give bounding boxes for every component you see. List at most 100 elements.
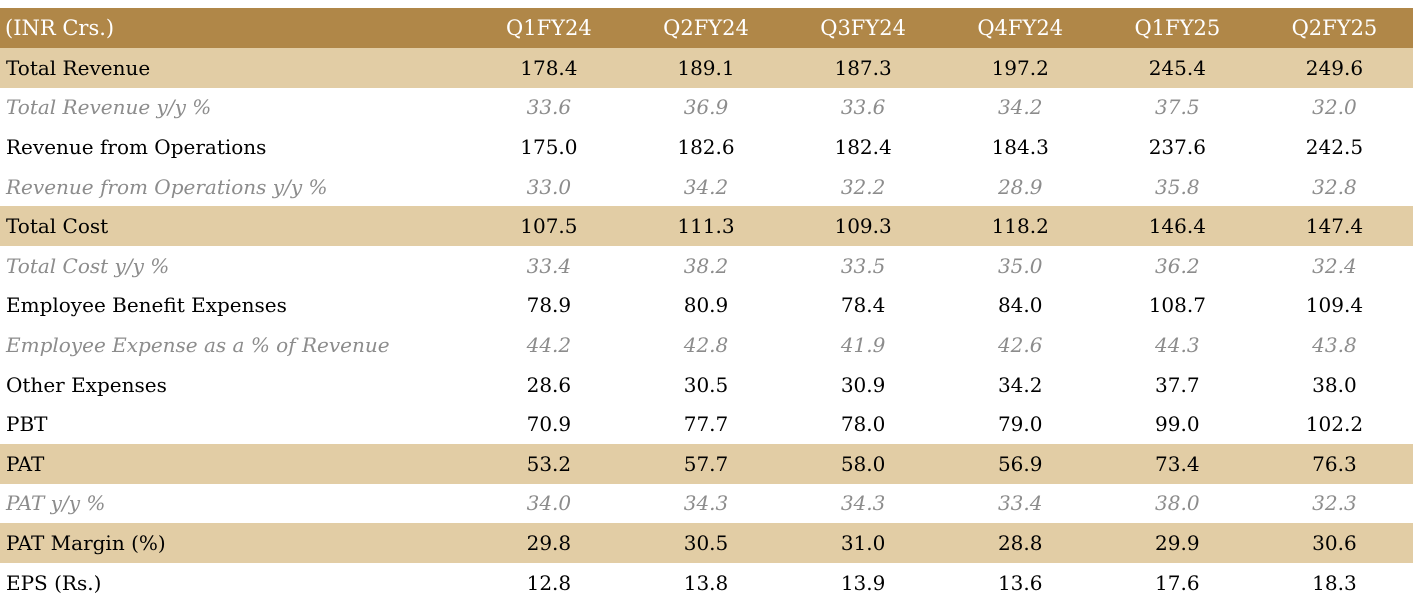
- row-value: 37.7: [1155, 372, 1200, 397]
- row-value: 109.3: [834, 214, 892, 239]
- table-row: PAT 53.2 57.7 58.0 56.9 73.4 76.3: [0, 443, 1413, 484]
- row-value: 53.2: [526, 451, 572, 476]
- row-value: 58.0: [840, 451, 886, 476]
- row-label: Total Revenue y/y %: [6, 95, 212, 120]
- row-value: 197.2: [991, 55, 1049, 80]
- table-row: Revenue from Operations y/y % 33.0 34.2 32.…: [0, 167, 1413, 207]
- row-label: Employee Benefit Expenses: [6, 293, 287, 318]
- row-value: 13.6: [997, 570, 1043, 595]
- row-value: 78.4: [840, 293, 886, 318]
- row-value: 32.2: [840, 174, 886, 199]
- row-value: 237.6: [1148, 134, 1206, 159]
- row-value: 187.3: [834, 55, 892, 80]
- row-label: PBT: [6, 412, 48, 437]
- row-value: 57.7: [683, 451, 729, 476]
- row-value: 99.0: [1155, 412, 1200, 437]
- row-value: 32.4: [1312, 253, 1357, 278]
- row-value: 38.0: [1155, 491, 1200, 516]
- row-value: 118.2: [991, 214, 1049, 239]
- table-row: Other Expenses 28.6 30.5 30.9 34.2 37.7 38.0: [0, 365, 1413, 405]
- row-label: PAT: [6, 451, 45, 476]
- row-value: 34.2: [997, 95, 1043, 120]
- header-column: Q2FY25: [1291, 16, 1378, 40]
- financial-summary-table-wrap: (INR Crs.) Q1FY24 Q2FY24 Q3FY24 Q4FY24 Q…: [0, 8, 1413, 602]
- row-value: 44.2: [526, 332, 572, 357]
- row-value: 38.0: [1312, 372, 1357, 397]
- row-value: 18.3: [1312, 570, 1357, 595]
- row-value: 84.0: [997, 293, 1043, 318]
- row-value: 32.8: [1312, 174, 1357, 199]
- row-value: 17.6: [1155, 570, 1200, 595]
- row-value: 28.6: [526, 372, 572, 397]
- row-value: 34.2: [997, 372, 1043, 397]
- table-row: PAT Margin (%) 29.8 30.5 31.0 28.8 29.9 30.6: [0, 523, 1413, 563]
- row-value: 43.8: [1312, 332, 1357, 357]
- row-value: 79.0: [997, 412, 1043, 437]
- row-value: 34.3: [840, 491, 886, 516]
- row-label: PAT Margin (%): [6, 530, 166, 555]
- table-row: Employee Benefit Expenses 78.9 80.9 78.4 84.…: [0, 286, 1413, 326]
- table-row: Total Cost 107.5 111.3 109.3 118.2 146.4 147.4: [0, 206, 1413, 246]
- table-row: Total Cost y/y % 33.4 38.2 33.5 35.0 36.2 32.4: [0, 246, 1413, 286]
- row-label: Total Revenue: [6, 55, 151, 80]
- row-value: 34.2: [683, 174, 729, 199]
- row-value: 33.5: [840, 253, 886, 278]
- row-value: 102.2: [1305, 412, 1364, 437]
- row-value: 109.4: [1305, 293, 1364, 318]
- row-label: Other Expenses: [6, 372, 167, 397]
- row-value: 33.6: [840, 95, 886, 120]
- row-value: 29.8: [526, 530, 572, 555]
- row-value: 70.9: [526, 412, 572, 437]
- row-value: 111.3: [677, 214, 735, 239]
- table-row: Employee Expense as a % of Revenue 44.2 42…: [0, 325, 1413, 365]
- row-value: 78.9: [526, 293, 572, 318]
- row-label: Revenue from Operations y/y %: [6, 174, 328, 199]
- financial-summary-table: (INR Crs.) Q1FY24 Q2FY24 Q3FY24 Q4FY24 Q…: [0, 8, 1413, 602]
- header-row: (INR Crs.) Q1FY24 Q2FY24 Q3FY24 Q4FY24 Q…: [0, 8, 1413, 48]
- row-value: 37.5: [1155, 95, 1200, 120]
- row-value: 175.0: [520, 134, 578, 159]
- row-value: 33.0: [526, 174, 572, 199]
- row-value: 33.4: [997, 491, 1043, 516]
- table-row: EPS (Rs.) 12.8 13.8 13.9 13.6 17.6 18.3: [0, 563, 1413, 602]
- row-value: 80.9: [683, 293, 729, 318]
- row-value: 13.8: [683, 570, 729, 595]
- row-value: 32.3: [1312, 491, 1357, 516]
- row-label: Total Cost: [6, 214, 109, 239]
- row-value: 178.4: [520, 55, 578, 80]
- header-unit-label: (INR Crs.): [5, 16, 115, 40]
- header-column: Q4FY24: [977, 16, 1064, 40]
- row-value: 146.4: [1148, 214, 1206, 239]
- row-value: 34.0: [526, 491, 572, 516]
- row-value: 30.6: [1312, 530, 1357, 555]
- row-value: 29.9: [1155, 530, 1200, 555]
- row-value: 182.4: [834, 134, 892, 159]
- row-value: 36.9: [683, 95, 729, 120]
- row-value: 28.9: [997, 174, 1043, 199]
- row-value: 147.4: [1305, 214, 1364, 239]
- row-value: 42.8: [683, 332, 729, 357]
- header-column: Q2FY24: [663, 16, 749, 40]
- row-value: 78.0: [840, 412, 886, 437]
- row-value: 41.9: [840, 332, 886, 357]
- row-value: 38.2: [683, 253, 729, 278]
- row-label: Employee Expense as a % of Revenue: [6, 332, 390, 357]
- row-value: 34.3: [683, 491, 729, 516]
- header-column: Q1FY24: [506, 16, 592, 40]
- row-label: Revenue from Operations: [6, 134, 267, 159]
- row-value: 189.1: [677, 55, 735, 80]
- row-value: 42.6: [997, 332, 1043, 357]
- row-value: 30.5: [683, 530, 729, 555]
- table-row: PAT y/y % 34.0 34.3 34.3 33.4 38.0 32.3: [0, 484, 1413, 524]
- row-value: 44.3: [1155, 332, 1200, 357]
- header-column: Q3FY24: [820, 16, 906, 40]
- row-value: 245.4: [1148, 55, 1206, 80]
- row-value: 56.9: [997, 451, 1043, 476]
- row-value: 76.3: [1312, 451, 1357, 476]
- row-value: 182.6: [677, 134, 735, 159]
- row-value: 13.9: [840, 570, 886, 595]
- row-value: 242.5: [1305, 134, 1364, 159]
- row-value: 35.0: [997, 253, 1043, 278]
- header-column: Q1FY25: [1134, 16, 1221, 40]
- row-value: 30.9: [840, 372, 886, 397]
